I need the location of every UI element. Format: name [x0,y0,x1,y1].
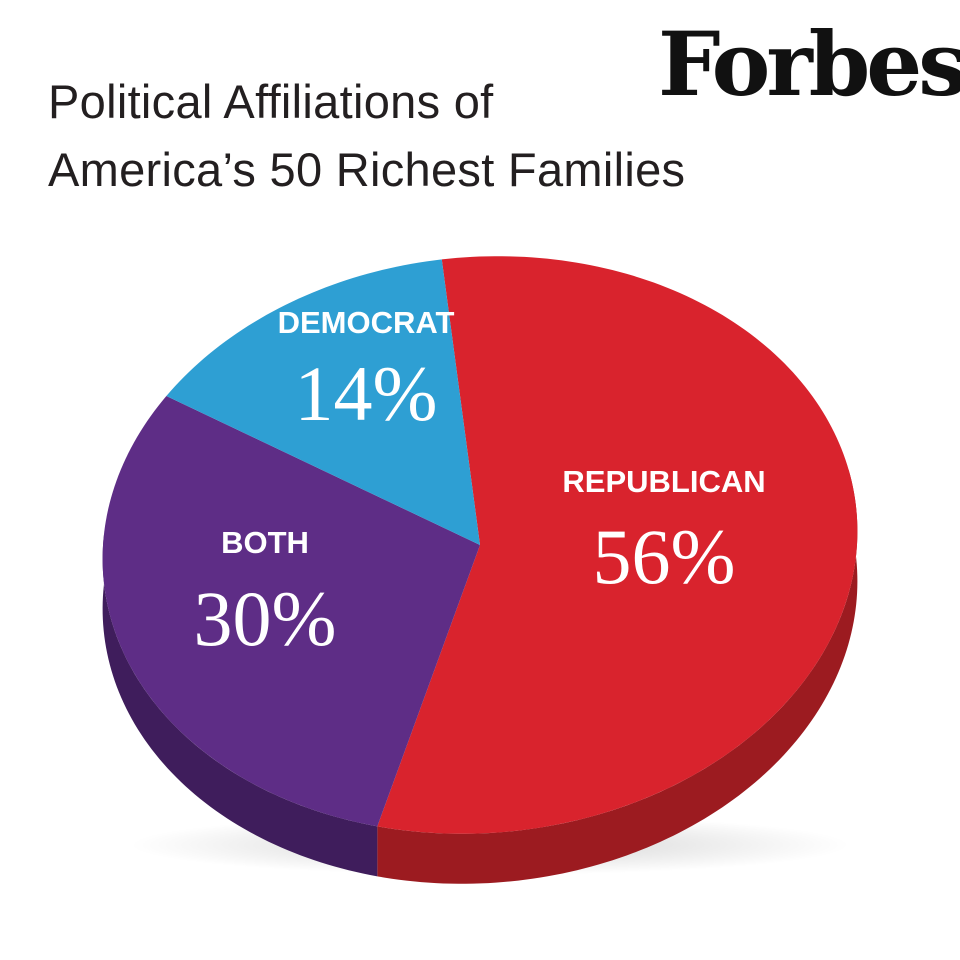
pie-tops [102,256,858,834]
pie-sides [102,469,858,884]
slice-value-both: 30% [194,575,337,662]
pie-labels: REPUBLICAN 56% BOTH 30% DEMOCRAT 14% [194,305,766,662]
pie-slice-both [102,396,481,827]
forbes-logo: Forbes [658,12,960,116]
chart-title-line-1: Political Affiliations of [48,75,494,128]
slice-label-republican: REPUBLICAN [562,464,765,499]
pie-slice-democrat [166,259,480,545]
chart-title-line-2: America’s 50 Richest Families [48,143,686,196]
pie-slice-republican [377,256,858,834]
slice-label-democrat: DEMOCRAT [278,305,455,340]
slice-value-republican: 56% [593,513,736,600]
slice-value-democrat: 14% [295,350,438,437]
pie-side-republican [377,469,858,884]
slice-label-both: BOTH [221,525,309,560]
pie-side-both [102,534,378,877]
